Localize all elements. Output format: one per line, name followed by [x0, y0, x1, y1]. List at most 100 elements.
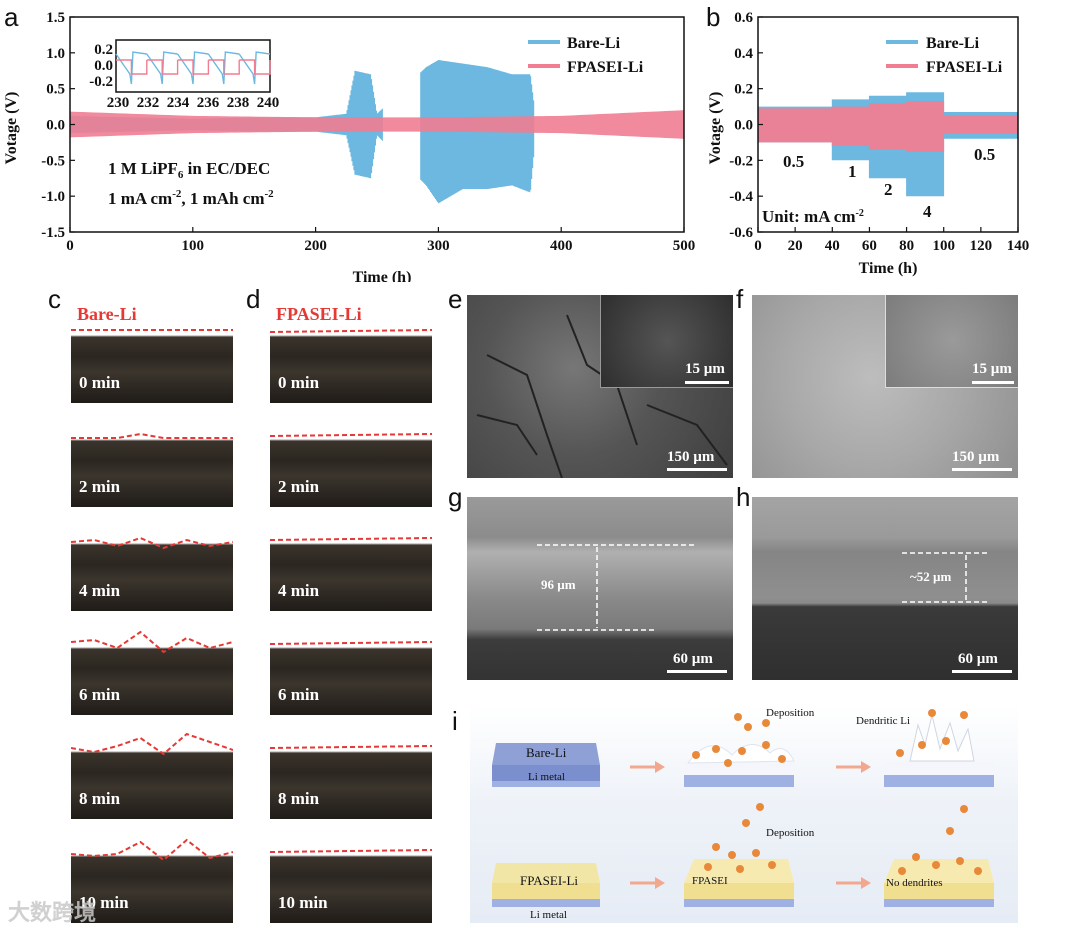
sem-g-scale: 60 µm — [673, 651, 713, 667]
c-surface-dash-3 — [71, 630, 233, 654]
schem-bare-label: Bare-Li — [526, 745, 567, 760]
sem-e-scalebar — [667, 468, 727, 471]
b-xtick-label: 60 — [862, 238, 877, 254]
c-frame-0: Bare-Li 0 min — [71, 300, 233, 403]
d-surface-line-0 — [270, 329, 432, 333]
d-surface-dash-4 — [270, 745, 432, 749]
a-ytick-label: 1.0 — [46, 46, 65, 62]
sem-e-inset-scalebar — [685, 381, 729, 384]
d-surface-dash-0 — [270, 329, 432, 333]
chart-b: 0 20 40 60 80 100 120 140 -0.6 -0.4 -0.2 0.0 0.2 0.4 0… — [707, 10, 1030, 277]
sem-h-scalebar — [952, 670, 1012, 673]
b-ytick-label: -0.4 — [729, 189, 753, 205]
sem-f: 15 µm 150 µm — [752, 295, 1018, 478]
schem-li-metal-1: Li metal — [528, 771, 565, 783]
sem-e-scale: 150 µm — [667, 449, 715, 465]
b-xtick-label: 140 — [1007, 238, 1030, 254]
c-title: Bare-Li — [77, 304, 137, 324]
d-surface-dash-3 — [270, 641, 432, 645]
schematic-i: Bare-Li Li metal Deposition Dendritic Li… — [470, 705, 1018, 923]
sem-g-scalebar — [667, 670, 727, 673]
b-seg-label-4: 4 — [923, 202, 932, 221]
panel-label-f: f — [736, 284, 744, 314]
b-legend-fpasei: FPASEI-Li — [926, 59, 1003, 76]
b-unit-note: Unit: mA cm-2 — [762, 207, 864, 226]
a-ytick-label: -1.5 — [41, 225, 65, 241]
d-time-5: 10 min — [278, 893, 328, 912]
a-inset-ytick-label: -0.2 — [89, 74, 113, 90]
b-series-fpasei — [757, 101, 1019, 152]
a-inset-xtick-label: 232 — [137, 95, 160, 111]
schem-no-dendrites: No dendrites — [886, 877, 943, 889]
sem-f-inset — [885, 295, 1018, 388]
c-time-0: 0 min — [79, 373, 121, 392]
a-ytick-label: 0.5 — [46, 82, 65, 98]
c-surface-dash-4 — [71, 732, 233, 756]
d-frame-2: 4 min — [270, 508, 432, 611]
panel-label-c: c — [48, 284, 61, 314]
a-xlabel: Time (h) — [353, 269, 412, 282]
a-inset-series-fpasei — [116, 59, 271, 75]
c-time-5: 10 min — [79, 893, 129, 912]
panel-label-b: b — [706, 2, 721, 32]
c-time-1: 2 min — [79, 477, 121, 496]
a-annotation-current: 1 mA cm-2, 1 mAh cm-2 — [108, 188, 274, 208]
d-time-2: 4 min — [278, 581, 320, 600]
d-frame-3: 6 min — [270, 612, 432, 715]
b-xtick-label: 40 — [825, 238, 840, 254]
d-surface-dash-2 — [270, 537, 432, 541]
d-surface-line-3 — [270, 641, 432, 645]
c-surface-line-5 — [71, 838, 233, 862]
sem-h-thickness: ~52 µm — [910, 569, 952, 584]
d-surface-line-5 — [270, 849, 432, 853]
a-ytick-label: 1.5 — [46, 10, 65, 26]
schem-deposition-1: Deposition — [766, 707, 815, 719]
a-ytick-label: -1.0 — [41, 189, 65, 205]
c-surface-dash-1 — [71, 432, 233, 439]
c-surface-line-0 — [71, 329, 233, 331]
a-inset-ytick-label: 0.2 — [94, 42, 113, 58]
b-ytick-label: -0.2 — [729, 153, 753, 169]
schem-dendritic: Dendritic Li — [856, 715, 911, 727]
c-surface-dash-2 — [71, 536, 233, 550]
b-xtick-label: 80 — [899, 238, 914, 254]
a-legend-bare: Bare-Li — [567, 35, 621, 52]
a-xtick-label: 300 — [427, 238, 450, 254]
sem-g: 96 µm 60 µm — [467, 497, 733, 680]
b-ytick-label: 0.2 — [734, 82, 753, 98]
panel-label-e: e — [448, 284, 463, 314]
a-inset-series-bare — [115, 51, 271, 85]
sem-e-inset — [600, 295, 733, 388]
c-frame-2: 4 min — [71, 508, 233, 611]
sem-h-scale: 60 µm — [958, 651, 998, 667]
sem-h: ~52 µm 60 µm — [752, 497, 1018, 680]
b-seg-label-1: 0.5 — [783, 152, 804, 171]
c-frame-1: 2 min — [71, 404, 233, 507]
schem-deposition-2: Deposition — [766, 827, 815, 839]
a-inset-xtick-label: 238 — [227, 95, 250, 111]
b-seg-label-2: 1 — [848, 162, 857, 181]
b-xtick-label: 100 — [932, 238, 955, 254]
sem-f-scale: 150 µm — [952, 449, 1000, 465]
c-surface-line-2 — [71, 536, 233, 550]
c-surface-line-1 — [71, 432, 233, 439]
a-annotation-electrolyte: 1 M LiPF6 in EC/DEC — [108, 159, 270, 181]
schem-fpasei-label: FPASEI-Li — [520, 873, 579, 888]
a-xtick-label: 0 — [66, 238, 74, 254]
b-ytick-label: 0.0 — [734, 118, 753, 134]
b-legend-bare: Bare-Li — [926, 35, 980, 52]
c-time-3: 6 min — [79, 685, 121, 704]
c-frame-5: 10 min — [71, 820, 233, 923]
panel-label-g: g — [448, 482, 463, 512]
b-ytick-label: 0.4 — [734, 46, 753, 62]
d-surface-dash-5 — [270, 849, 432, 853]
panel-label-h: h — [736, 482, 751, 512]
d-time-1: 2 min — [278, 477, 320, 496]
d-surface-line-1 — [270, 433, 432, 437]
a-ytick-label: -0.5 — [41, 153, 65, 169]
c-surface-dash-5 — [71, 838, 233, 862]
a-xtick-label: 200 — [304, 238, 327, 254]
chart-a: 0 100 200 300 400 500 -1.5 -1.0 -0.5 0.0 0.5 1.0 1.5… — [3, 10, 696, 282]
a-xtick-label: 500 — [673, 238, 696, 254]
a-inset-ytick-label: 0.0 — [94, 58, 113, 74]
